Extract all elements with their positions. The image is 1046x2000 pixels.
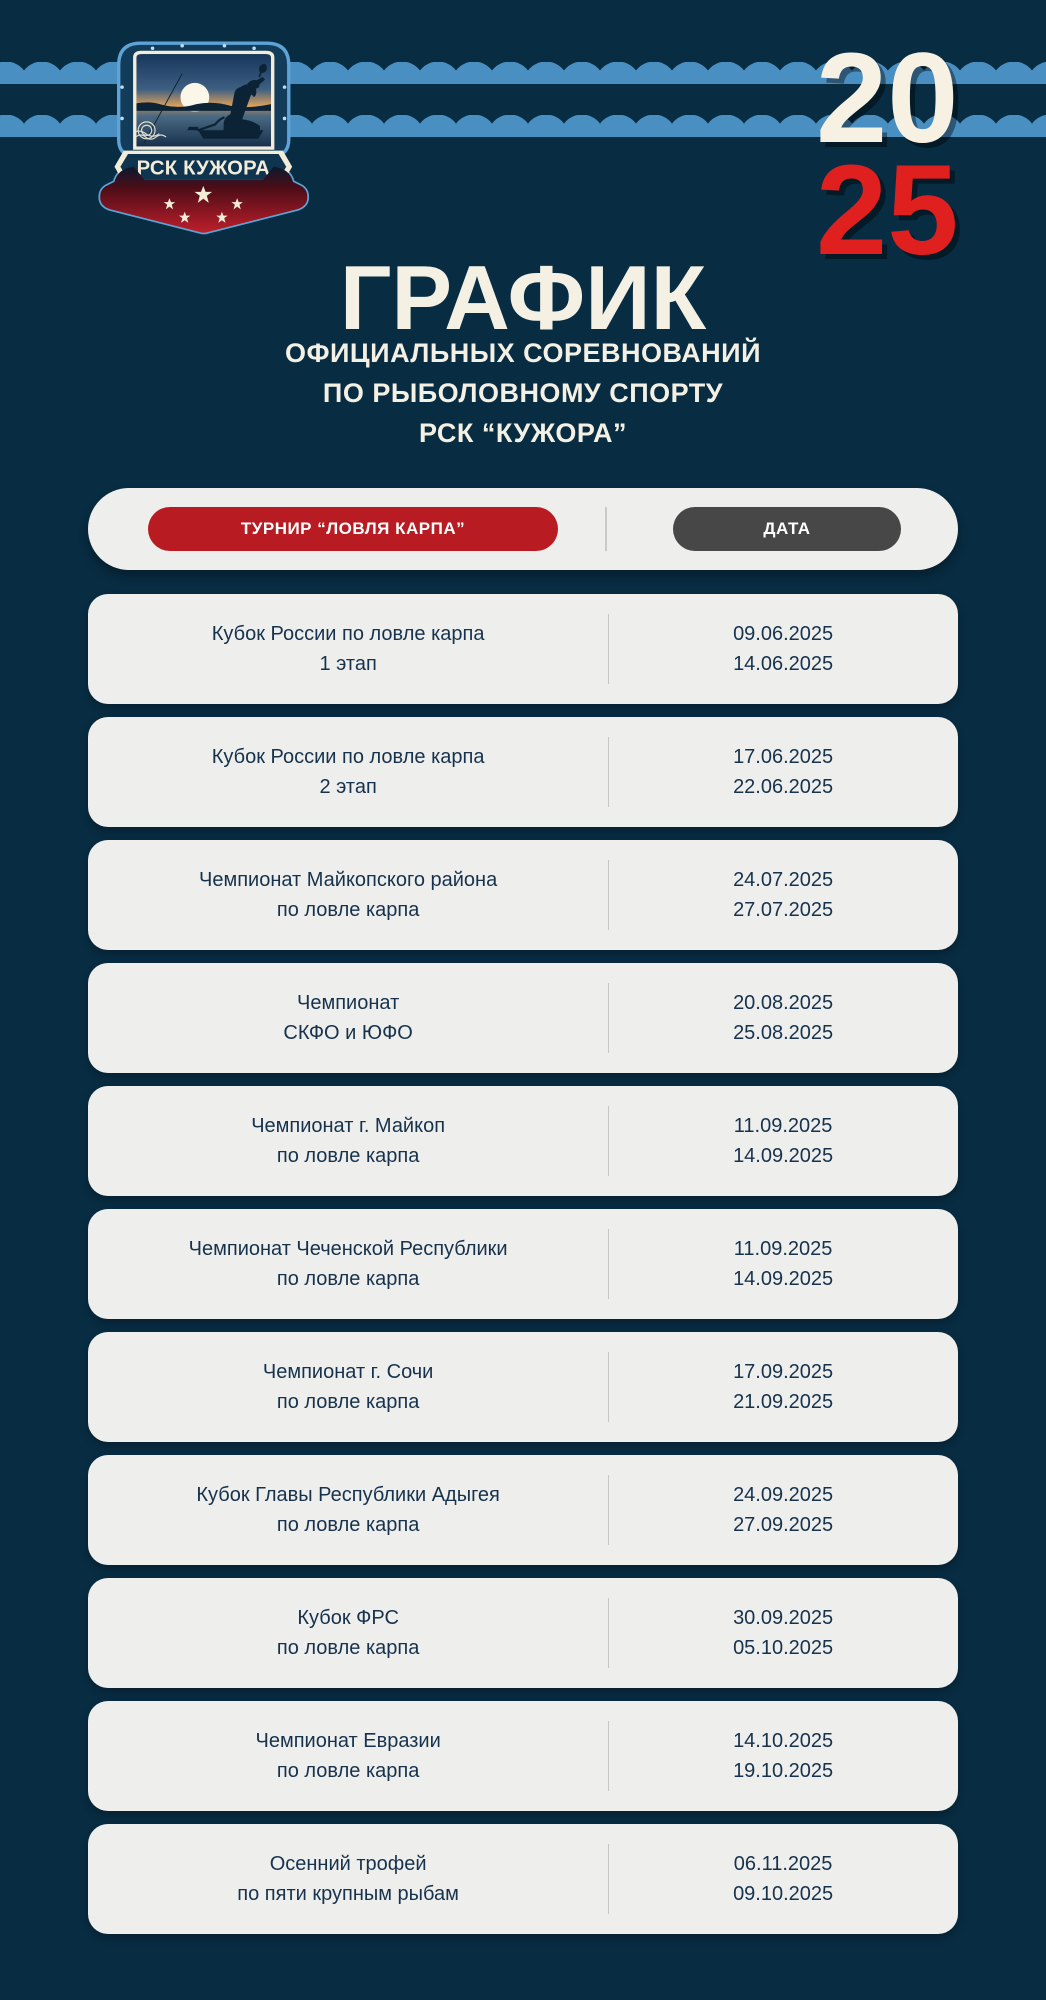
svg-text:РСК КУЖОРА: РСК КУЖОРА [137,157,270,179]
